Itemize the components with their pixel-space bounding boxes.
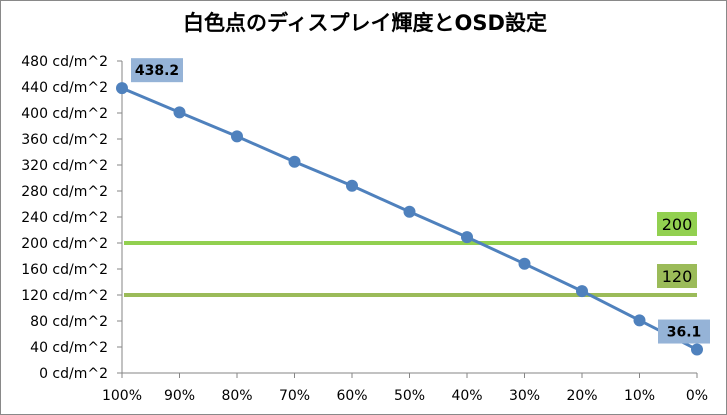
data-point [173,106,186,119]
y-tick-label: 440 cd/m^2 [21,80,108,96]
data-point [576,285,588,298]
chart-title: 白色点のディスプレイ輝度とOSD設定 [183,11,547,35]
data-point [116,82,128,95]
y-tick-label: 400 cd/m^2 [21,106,108,122]
x-tick-label: 80% [221,388,252,404]
x-tick-label: 50% [394,388,425,404]
data-label: 36.1 [667,325,702,341]
y-tick-label: 320 cd/m^2 [21,158,108,174]
reference-lines: 200 120 [124,212,697,297]
data-point [461,231,473,244]
data-point [231,130,243,143]
x-tick-label: 30% [509,388,540,404]
y-tick-label: 160 cd/m^2 [21,262,108,278]
x-tick-label: 40% [451,388,482,404]
x-tick-label: 20% [566,388,597,404]
data-label: 438.2 [135,63,179,79]
x-tick-label: 10% [624,388,655,404]
reference-label: 200 [662,215,693,234]
y-tick-label: 360 cd/m^2 [21,132,108,148]
reference-label: 120 [662,267,693,286]
data-point [633,314,646,327]
x-tick-label: 100% [102,388,142,404]
y-tick-label: 480 cd/m^2 [21,54,108,70]
data-label-box [658,319,710,344]
data-label-box [131,58,183,83]
x-tick-label: 70% [279,388,310,404]
y-tick-label: 40 cd/m^2 [30,340,108,356]
data-point [691,343,703,356]
y-tick-label: 0 cd/m^2 [39,366,108,382]
x-tick-label: 90% [164,388,195,404]
data-point [288,155,301,168]
x-tick-label: 60% [336,388,367,404]
axes: 0 cd/m^2 40 cd/m^2 80 cd/m^2 120 cd/m^2 160 … [21,54,708,404]
data-labels: 438.2 36.1 [131,58,710,344]
y-tick-label: 80 cd/m^2 [30,314,108,330]
series [116,82,703,356]
y-tick-label: 200 cd/m^2 [21,236,108,252]
data-point [346,179,358,192]
y-tick-label: 240 cd/m^2 [21,210,108,226]
data-point [403,205,416,218]
y-tick-label: 120 cd/m^2 [21,288,108,304]
x-tick-label: 0% [686,388,708,404]
reference-label-box [657,264,697,288]
reference-label-box [657,212,697,236]
y-tick-label: 280 cd/m^2 [21,184,108,200]
data-point [518,257,531,270]
